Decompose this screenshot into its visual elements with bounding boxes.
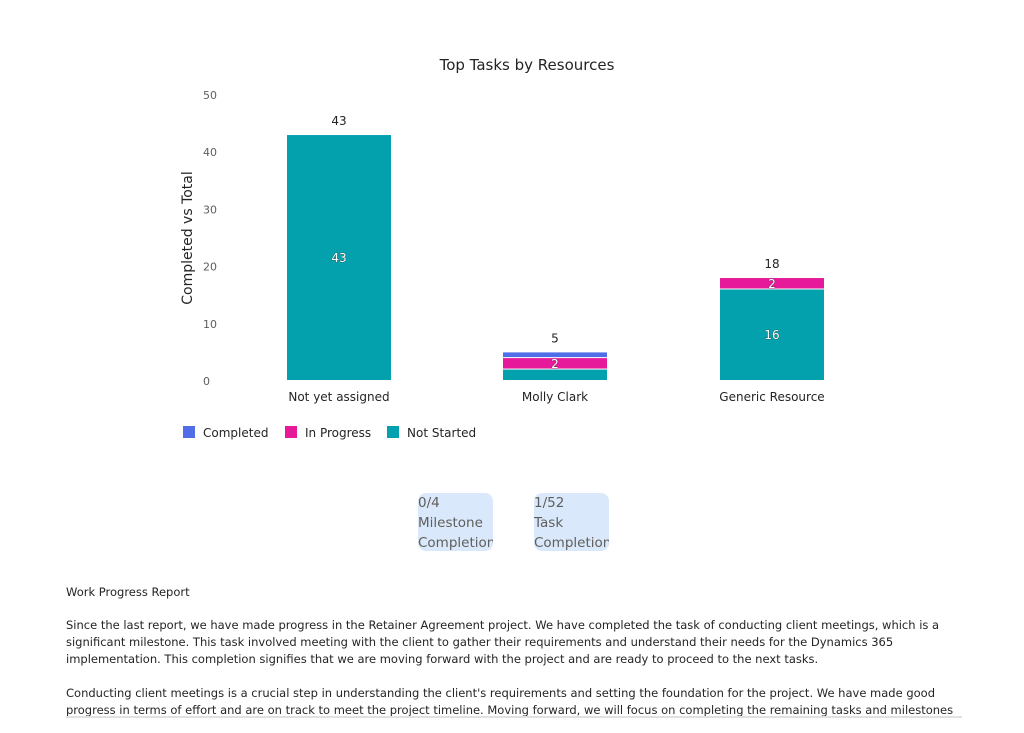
y-tick-label: 20 [203, 261, 217, 274]
legend-item[interactable]: Completed [183, 426, 268, 440]
tasks-by-resources-chart: Top Tasks by Resources Completed vs Tota… [180, 56, 825, 440]
total-label: 43 [331, 114, 346, 128]
report-title: Work Progress Report [66, 585, 190, 599]
milestone-completion-value: 0/4 [418, 495, 440, 511]
chart-svg: Top Tasks by Resources Completed vs Tota… [180, 56, 825, 440]
y-tick-label: 10 [203, 318, 217, 331]
bar-segment[interactable] [720, 289, 824, 380]
y-axis-ticks: 0 10 20 30 40 50 [203, 89, 217, 388]
legend-label: Not Started [407, 426, 476, 440]
bar-group: 43 43 Not yet assigned [287, 114, 391, 404]
legend-swatch [387, 426, 399, 438]
bars: 43 43 Not yet assigned 2 5 Molly Clark 16 2 18 Ge… [287, 114, 825, 404]
y-tick-label: 30 [203, 203, 217, 216]
y-tick-label: 0 [203, 375, 210, 388]
report-paragraph-2: Conducting client meetings is a crucial … [66, 686, 954, 717]
x-category-label: Generic Resource [719, 390, 824, 404]
task-completion-label-2: Completion [534, 535, 609, 551]
segment-label: 16 [764, 328, 779, 342]
total-label: 5 [551, 331, 559, 345]
total-label: 18 [764, 257, 779, 271]
bar-group: 2 5 Molly Clark [503, 331, 607, 404]
y-tick-label: 40 [203, 146, 217, 159]
work-progress-report: Work Progress Report Since the last repo… [66, 584, 962, 718]
task-completion-label-1: Task [534, 515, 564, 531]
bar-segment[interactable] [503, 352, 607, 358]
task-completion-card[interactable]: 1/52 Task Completion [534, 493, 609, 551]
bar-segment[interactable] [503, 369, 607, 380]
task-completion-value: 1/52 [534, 495, 565, 511]
x-category-label: Molly Clark [522, 390, 588, 404]
milestone-completion-label-1: Milestone [418, 515, 483, 531]
bar-group: 16 2 18 Generic Resource [719, 257, 824, 404]
bar-segment[interactable] [287, 135, 391, 380]
legend-item[interactable]: Not Started [387, 426, 476, 440]
report-paragraph-1: Since the last report, we have made prog… [66, 618, 940, 666]
segment-label: 2 [768, 277, 776, 291]
legend: Completed In Progress Not Started [183, 426, 476, 440]
y-tick-label: 50 [203, 89, 217, 102]
segment-label: 43 [331, 251, 346, 265]
legend-item[interactable]: In Progress [285, 426, 371, 440]
legend-label: Completed [203, 426, 268, 440]
milestone-completion-label-2: Completion [418, 535, 493, 551]
legend-swatch [285, 426, 297, 438]
legend-swatch [183, 426, 195, 438]
x-category-label: Not yet assigned [288, 390, 389, 404]
y-axis-title: Completed vs Total [180, 171, 196, 305]
milestone-completion-card[interactable]: 0/4 Milestone Completion [418, 493, 493, 551]
segment-label: 2 [551, 357, 559, 371]
bar-segment[interactable] [503, 358, 607, 369]
bar-segment[interactable] [720, 278, 824, 289]
chart-title: Top Tasks by Resources [439, 56, 615, 74]
legend-label: In Progress [305, 426, 371, 440]
